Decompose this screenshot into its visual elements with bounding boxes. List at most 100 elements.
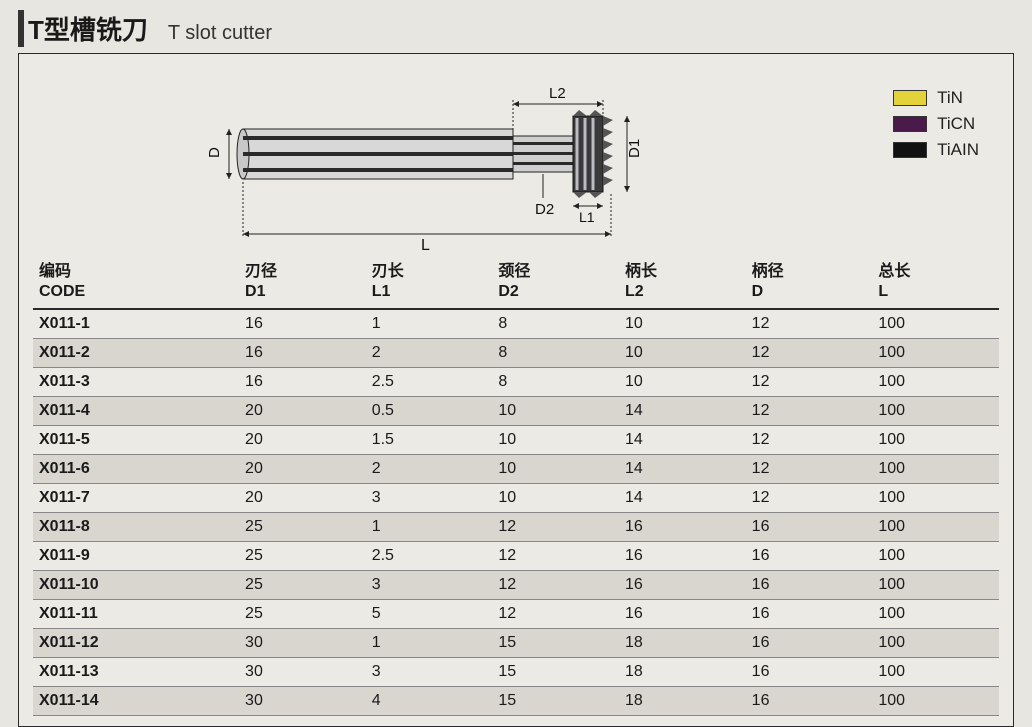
column-header: 编码CODE: [33, 258, 239, 309]
value-cell: 8: [492, 368, 619, 397]
header-en: L2: [625, 282, 740, 302]
table-row: X011-5201.5101412100: [33, 426, 999, 455]
legend-swatch: [893, 90, 927, 106]
header-cn: 刃径: [245, 262, 360, 282]
value-cell: 5: [366, 600, 493, 629]
header-cn: 总长: [878, 262, 993, 282]
value-cell: 12: [746, 368, 873, 397]
value-cell: 100: [872, 629, 999, 658]
value-cell: 100: [872, 368, 999, 397]
table-row: X011-13303151816100: [33, 658, 999, 687]
legend-label: TiN: [937, 88, 963, 108]
value-cell: 30: [239, 658, 366, 687]
value-cell: 16: [239, 339, 366, 368]
code-cell: X011-14: [33, 687, 239, 716]
table-row: X011-7203101412100: [33, 484, 999, 513]
table-row: X011-116181012100: [33, 309, 999, 339]
value-cell: 12: [746, 397, 873, 426]
code-cell: X011-6: [33, 455, 239, 484]
table-header-row: 编码CODE刃径D1刃长L1颈径D2柄长L2柄径D总长L: [33, 258, 999, 309]
diagram-area: D D1 D2 L2 L1 L: [33, 64, 999, 254]
table-row: X011-216281012100: [33, 339, 999, 368]
table-row: X011-4200.5101412100: [33, 397, 999, 426]
content-frame: D D1 D2 L2 L 1 L: [18, 53, 1014, 727]
table-row: X011-10253121616100: [33, 571, 999, 600]
tool-diagram: D D1 D2 L2 L1 L: [203, 74, 673, 254]
header-cn: 编码: [39, 262, 233, 282]
code-cell: X011-2: [33, 339, 239, 368]
value-cell: 15: [492, 658, 619, 687]
value-cell: 10: [492, 484, 619, 513]
value-cell: 16: [746, 600, 873, 629]
value-cell: 8: [492, 309, 619, 339]
value-cell: 16: [746, 658, 873, 687]
dim-l2-label: L2: [549, 85, 566, 102]
value-cell: 100: [872, 309, 999, 339]
value-cell: 20: [239, 426, 366, 455]
dim-l-label: L: [421, 237, 430, 254]
value-cell: 14: [619, 426, 746, 455]
value-cell: 16: [239, 368, 366, 397]
value-cell: 100: [872, 513, 999, 542]
legend-item: TiN: [893, 88, 979, 108]
table-row: X011-6202101412100: [33, 455, 999, 484]
code-cell: X011-11: [33, 600, 239, 629]
header-en: CODE: [39, 282, 233, 302]
value-cell: 16: [746, 513, 873, 542]
value-cell: 16: [746, 571, 873, 600]
value-cell: 15: [492, 629, 619, 658]
value-cell: 12: [492, 542, 619, 571]
value-cell: 10: [619, 368, 746, 397]
code-cell: X011-5: [33, 426, 239, 455]
value-cell: 18: [619, 629, 746, 658]
column-header: 柄长L2: [619, 258, 746, 309]
table-row: X011-14304151816100: [33, 687, 999, 716]
value-cell: 25: [239, 600, 366, 629]
value-cell: 2: [366, 455, 493, 484]
code-cell: X011-1: [33, 309, 239, 339]
value-cell: 100: [872, 658, 999, 687]
column-header: 柄径D: [746, 258, 873, 309]
value-cell: 100: [872, 600, 999, 629]
value-cell: 12: [746, 426, 873, 455]
legend-label: TiCN: [937, 114, 975, 134]
spec-table: 编码CODE刃径D1刃长L1颈径D2柄长L2柄径D总长L X011-116181…: [33, 258, 999, 716]
value-cell: 100: [872, 455, 999, 484]
column-header: 总长L: [872, 258, 999, 309]
value-cell: 16: [619, 600, 746, 629]
value-cell: 10: [492, 397, 619, 426]
value-cell: 25: [239, 513, 366, 542]
dim-d-label: D: [206, 147, 223, 158]
value-cell: 16: [239, 309, 366, 339]
value-cell: 14: [619, 397, 746, 426]
value-cell: 16: [619, 571, 746, 600]
code-cell: X011-4: [33, 397, 239, 426]
header-en: L: [878, 282, 993, 302]
legend-swatch: [893, 142, 927, 158]
value-cell: 12: [746, 339, 873, 368]
value-cell: 15: [492, 687, 619, 716]
table-row: X011-9252.5121616100: [33, 542, 999, 571]
column-header: 刃径D1: [239, 258, 366, 309]
value-cell: 1: [366, 513, 493, 542]
value-cell: 1.5: [366, 426, 493, 455]
value-cell: 3: [366, 658, 493, 687]
value-cell: 3: [366, 484, 493, 513]
value-cell: 25: [239, 542, 366, 571]
value-cell: 25: [239, 571, 366, 600]
header-cn: 柄长: [625, 262, 740, 282]
value-cell: 10: [619, 309, 746, 339]
table-row: X011-3162.581012100: [33, 368, 999, 397]
column-header: 刃长L1: [366, 258, 493, 309]
value-cell: 4: [366, 687, 493, 716]
header-en: D1: [245, 282, 360, 302]
value-cell: 100: [872, 339, 999, 368]
legend-item: TiAIN: [893, 140, 979, 160]
value-cell: 12: [746, 455, 873, 484]
header-en: D2: [498, 282, 613, 302]
value-cell: 18: [619, 687, 746, 716]
value-cell: 2.5: [366, 368, 493, 397]
value-cell: 14: [619, 455, 746, 484]
table-row: X011-8251121616100: [33, 513, 999, 542]
value-cell: 10: [492, 455, 619, 484]
